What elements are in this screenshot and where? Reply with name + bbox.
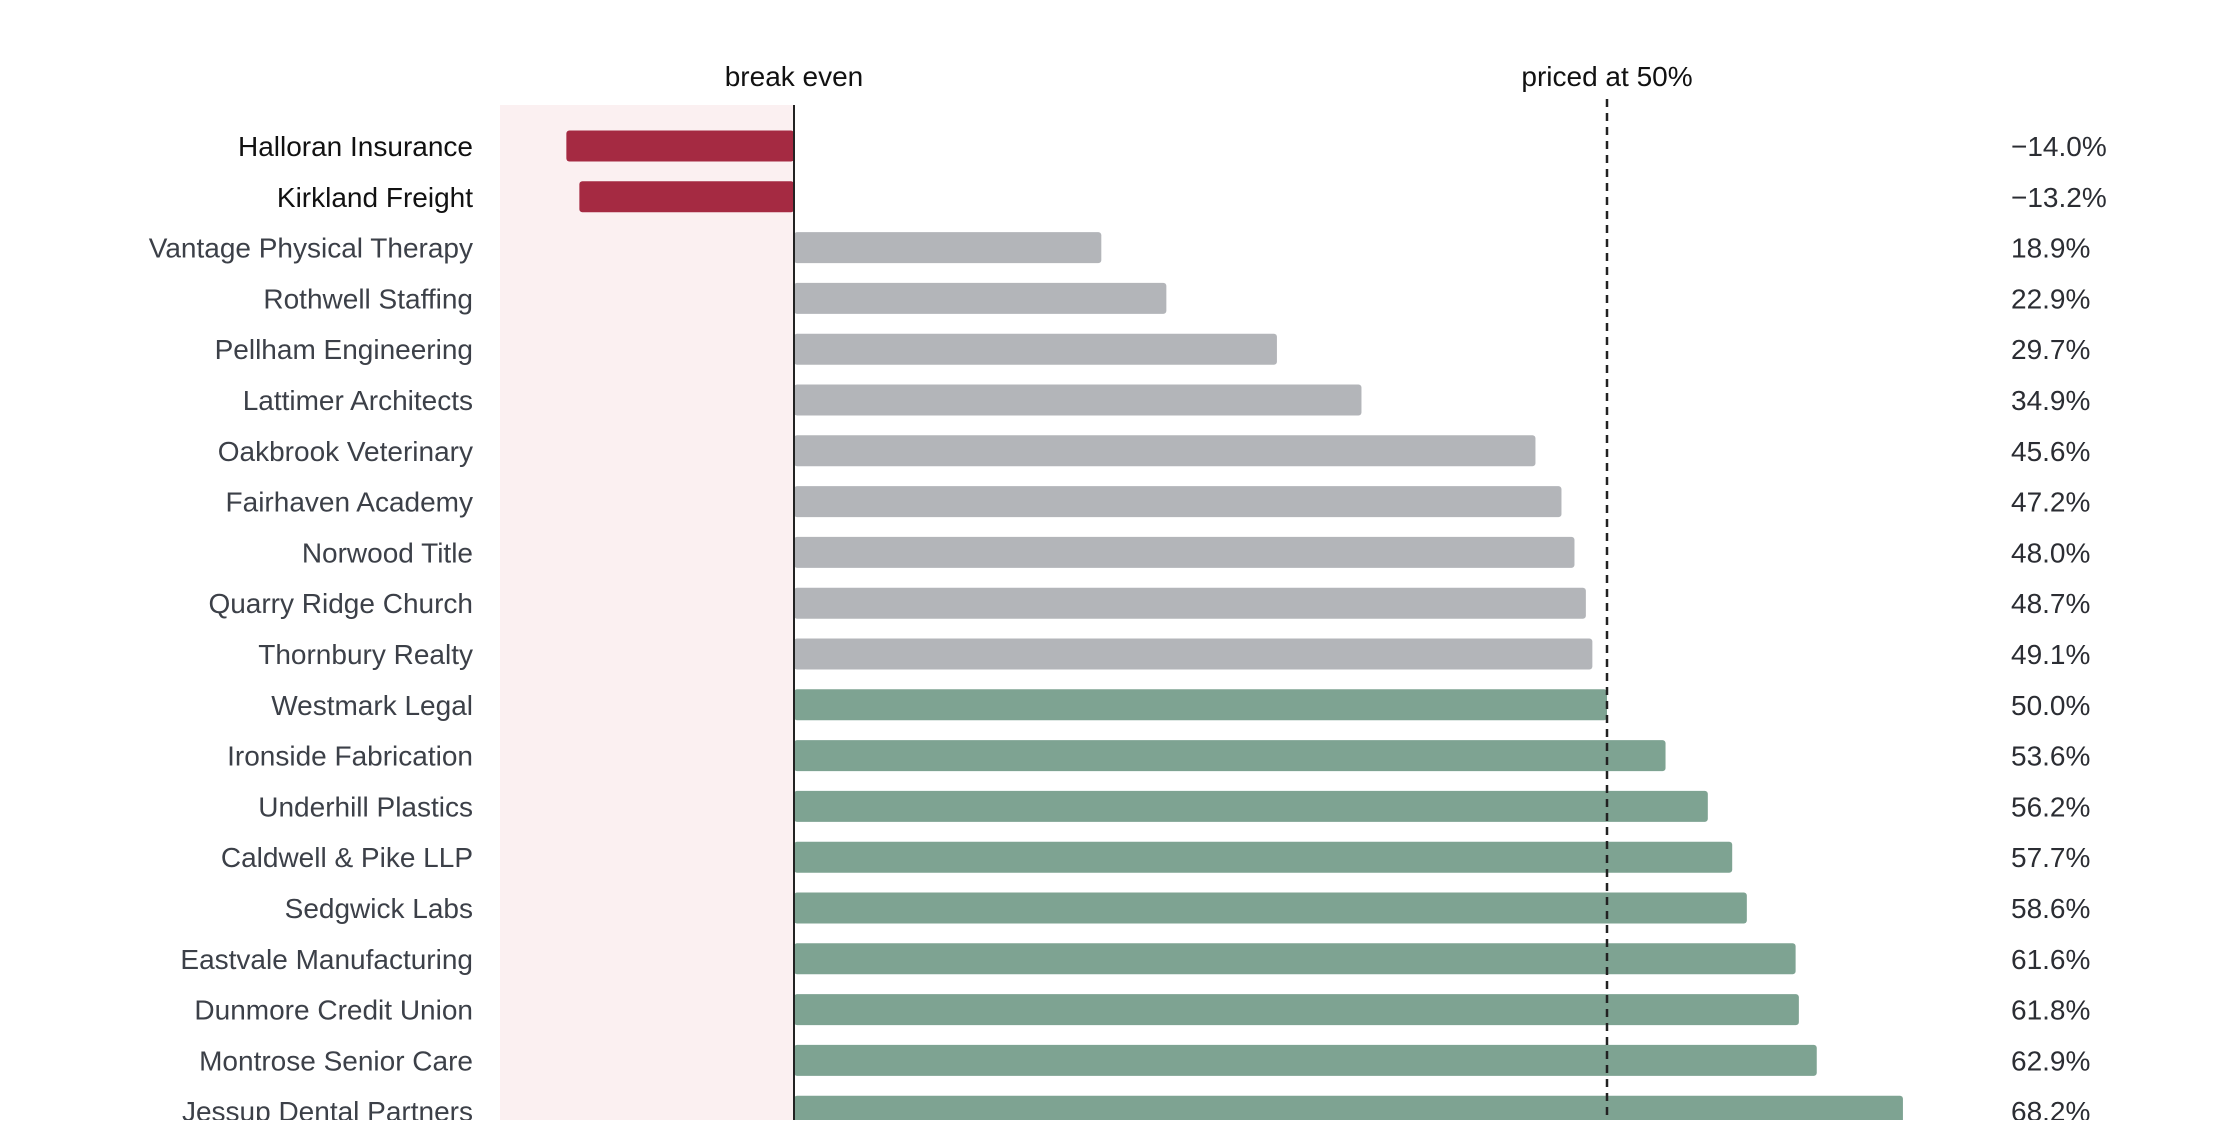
category-label: Norwood Title [302, 537, 473, 568]
bar [794, 486, 1562, 518]
category-label: Kirkland Freight [277, 182, 473, 213]
value-label: 68.2% [2011, 1096, 2090, 1120]
bar [794, 740, 1666, 772]
value-label: 62.9% [2011, 1045, 2090, 1076]
category-label: Quarry Ridge Church [208, 588, 473, 619]
value-label: 18.9% [2011, 233, 2090, 264]
bar [794, 232, 1102, 264]
category-label: Ironside Fabrication [227, 741, 473, 772]
category-label: Lattimer Architects [243, 385, 473, 416]
value-label: 47.2% [2011, 487, 2090, 518]
bar [794, 587, 1586, 619]
bar [794, 1095, 1903, 1125]
category-label: Caldwell & Pike LLP [221, 842, 473, 873]
value-label: 45.6% [2011, 436, 2090, 467]
bar [794, 790, 1708, 822]
bar [579, 181, 794, 213]
bar [794, 943, 1796, 975]
category-label: Sedgwick Labs [285, 893, 473, 924]
category-label: Thornbury Realty [258, 639, 473, 670]
category-label: Jessup Dental Partners [182, 1096, 473, 1120]
value-label: 29.7% [2011, 334, 2090, 365]
value-label: 34.9% [2011, 385, 2090, 416]
category-label: Underhill Plastics [258, 791, 473, 822]
bar [794, 384, 1362, 416]
negative-zone [500, 105, 794, 1120]
break-even-label: break even [725, 61, 864, 92]
bar [794, 638, 1593, 670]
target-label: priced at 50% [1521, 61, 1692, 92]
bar [794, 435, 1536, 467]
value-label: 53.6% [2011, 741, 2090, 772]
bar [794, 282, 1167, 314]
bar [794, 841, 1733, 873]
category-label: Oakbrook Veterinary [218, 436, 473, 467]
category-label: Westmark Legal [271, 690, 473, 721]
category-label: Halloran Insurance [238, 131, 473, 162]
category-label: Vantage Physical Therapy [149, 233, 473, 264]
value-label: 56.2% [2011, 791, 2090, 822]
value-label: 57.7% [2011, 842, 2090, 873]
category-label: Pellham Engineering [215, 334, 473, 365]
value-label: 50.0% [2011, 690, 2090, 721]
bar [794, 689, 1607, 721]
value-label: 48.0% [2011, 537, 2090, 568]
value-label: 48.7% [2011, 588, 2090, 619]
value-label: 61.6% [2011, 944, 2090, 975]
category-label: Montrose Senior Care [199, 1045, 473, 1076]
value-label: 58.6% [2011, 893, 2090, 924]
bar [794, 536, 1575, 568]
value-label: −14.0% [2011, 131, 2107, 162]
bar [794, 1044, 1817, 1076]
category-label: Eastvale Manufacturing [180, 944, 473, 975]
value-label: 61.8% [2011, 995, 2090, 1026]
bar [794, 994, 1799, 1026]
bar [794, 892, 1747, 924]
category-label: Rothwell Staffing [263, 283, 473, 314]
value-label: 49.1% [2011, 639, 2090, 670]
value-label: −13.2% [2011, 182, 2107, 213]
bar [566, 130, 794, 162]
bar [794, 333, 1277, 365]
category-label: Dunmore Credit Union [194, 995, 473, 1026]
value-label: 22.9% [2011, 283, 2090, 314]
category-label: Fairhaven Academy [226, 487, 473, 518]
